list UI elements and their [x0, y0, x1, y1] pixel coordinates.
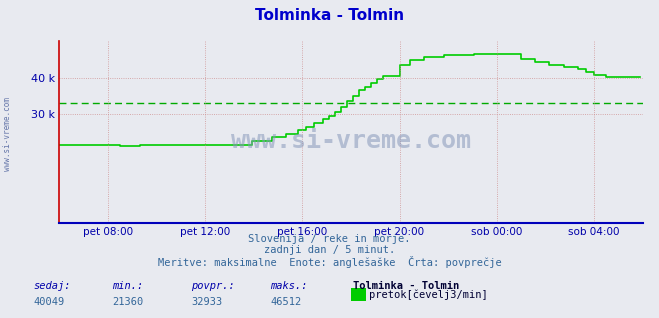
Text: www.si-vreme.com: www.si-vreme.com	[231, 129, 471, 153]
Text: Tolminka - Tolmin: Tolminka - Tolmin	[255, 8, 404, 23]
Text: Meritve: maksimalne  Enote: anglešaške  Črta: povprečje: Meritve: maksimalne Enote: anglešaške Čr…	[158, 256, 501, 268]
Text: zadnji dan / 5 minut.: zadnji dan / 5 minut.	[264, 245, 395, 255]
Text: Tolminka - Tolmin: Tolminka - Tolmin	[353, 281, 459, 291]
Text: pretok[čevelj3/min]: pretok[čevelj3/min]	[369, 290, 488, 301]
Text: 46512: 46512	[270, 297, 301, 307]
Text: povpr.:: povpr.:	[191, 281, 235, 291]
Text: maks.:: maks.:	[270, 281, 308, 291]
Text: 21360: 21360	[112, 297, 143, 307]
Text: Slovenija / reke in morje.: Slovenija / reke in morje.	[248, 234, 411, 244]
Text: sedaj:: sedaj:	[33, 281, 71, 291]
Text: www.si-vreme.com: www.si-vreme.com	[3, 97, 13, 170]
Text: 32933: 32933	[191, 297, 222, 307]
Text: min.:: min.:	[112, 281, 143, 291]
Text: 40049: 40049	[33, 297, 64, 307]
